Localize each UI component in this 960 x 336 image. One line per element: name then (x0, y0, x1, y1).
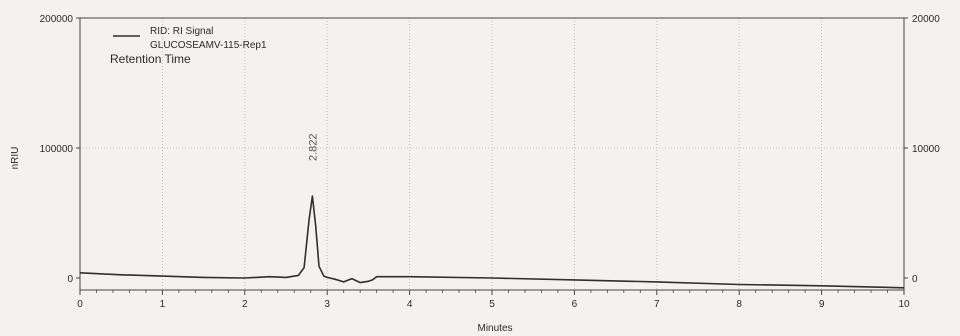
legend-entry-sample: GLUCOSEAMV-115-Rep1 (150, 40, 267, 51)
x-tick-label: 6 (572, 299, 578, 310)
y-tick-label-left: 0 (67, 274, 73, 285)
y-tick-label-right: 20000 (912, 14, 940, 25)
x-tick-label: 4 (407, 299, 413, 310)
axis-ticks: 0 1 2 3 4 5 6 7 8 9 10 0 0 100000 10000 200000 20000 (40, 14, 941, 310)
x-tick-label: 8 (736, 299, 742, 310)
gridlines (80, 18, 904, 290)
x-tick-label: 2 (242, 299, 248, 310)
y-tick-label-left: 100000 (40, 144, 74, 155)
x-tick-label: 3 (324, 299, 330, 310)
x-tick-label: 9 (819, 299, 825, 310)
x-tick-label: 0 (77, 299, 83, 310)
series-line-ri-signal (79, 195, 905, 289)
legend-entry-signal: RID: RI Signal (150, 26, 213, 37)
y-axis-label: nRIU (10, 147, 21, 170)
x-tick-label: 5 (489, 299, 495, 310)
legend: RID: RI Signal GLUCOSEAMV-115-Rep1 Reten… (110, 26, 267, 66)
y-tick-label-right: 10000 (912, 144, 940, 155)
y-tick-label-right: 0 (912, 274, 918, 285)
y-tick-label-left: 200000 (40, 14, 74, 25)
x-tick-label: 7 (654, 299, 660, 310)
x-tick-label: 10 (898, 299, 910, 310)
legend-subtitle: Retention Time (110, 52, 191, 66)
x-tick-label: 1 (160, 299, 166, 310)
peak-label: 2.822 (308, 133, 320, 161)
x-axis-label: Minutes (477, 323, 512, 334)
